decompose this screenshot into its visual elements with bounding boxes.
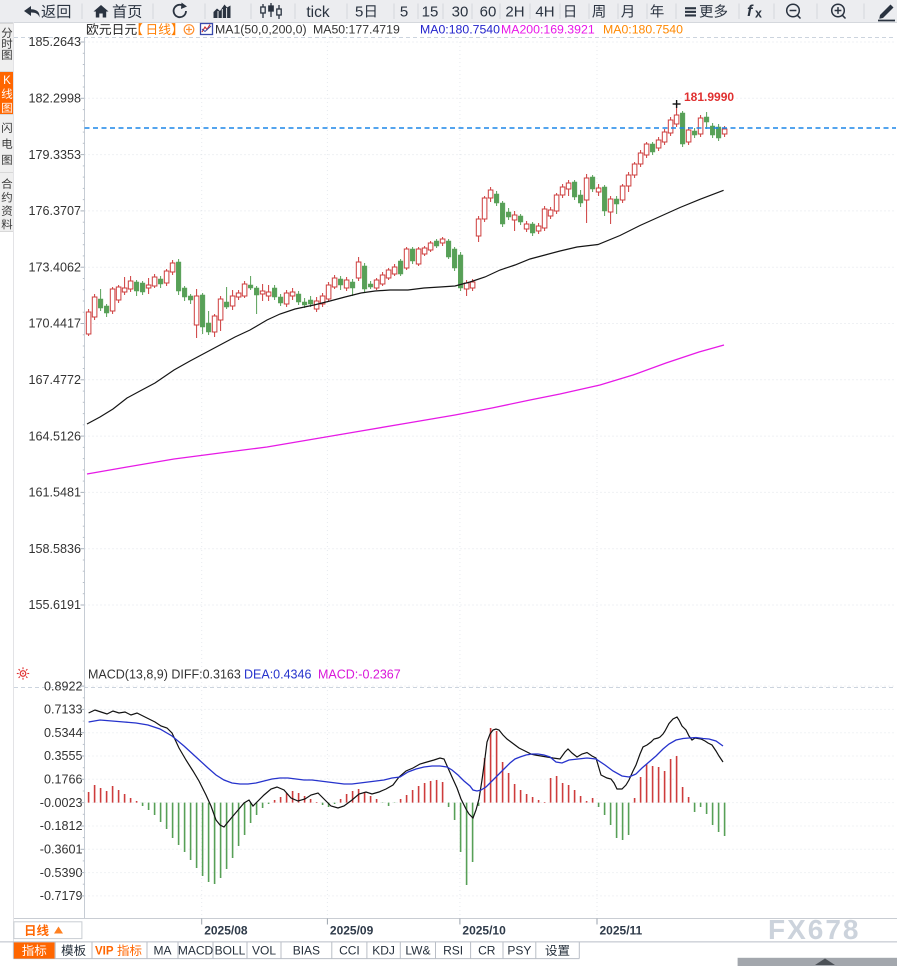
svg-text:181.9990: 181.9990 [684,90,734,104]
svg-text:4H: 4H [535,4,554,21]
svg-text:FX678: FX678 [768,914,861,945]
svg-text:0.7133: 0.7133 [44,703,83,717]
svg-text:PSY: PSY [507,944,531,958]
svg-text:182.2998: 182.2998 [28,92,81,106]
svg-text:167.4772: 167.4772 [28,373,81,387]
svg-text:MA50:177.4719: MA50:177.4719 [313,23,400,37]
svg-text:-0.7179: -0.7179 [40,889,83,903]
svg-text:tick: tick [306,4,330,21]
svg-text:MA0:180.7540: MA0:180.7540 [420,23,500,37]
svg-text:MACD:-0.2367: MACD:-0.2367 [318,668,401,682]
svg-text:173.4062: 173.4062 [28,260,81,274]
svg-text:MACD(13,8,9) DIFF:0.3163: MACD(13,8,9) DIFF:0.3163 [88,668,241,682]
svg-text:-0.3601: -0.3601 [40,843,83,857]
svg-text:BOLL: BOLL [215,944,246,958]
svg-text:179.3353: 179.3353 [28,148,81,162]
svg-text:MA200:169.3921: MA200:169.3921 [501,23,595,37]
svg-text:5: 5 [355,4,363,21]
svg-text:f: f [747,3,754,20]
svg-text:155.6191: 155.6191 [28,598,81,612]
svg-text:MA0:180.7540: MA0:180.7540 [603,23,683,37]
svg-text:0.5344: 0.5344 [44,726,83,740]
svg-text:15: 15 [422,4,439,21]
svg-text:MA: MA [154,944,172,958]
svg-text:CCI: CCI [339,944,360,958]
svg-text:164.5126: 164.5126 [28,429,81,443]
svg-text:MACD: MACD [178,944,214,958]
svg-text:161.5481: 161.5481 [28,486,81,500]
svg-text:BIAS: BIAS [293,944,320,958]
svg-text:KDJ: KDJ [372,944,395,958]
svg-text:x: x [755,7,762,21]
svg-text:0.3555: 0.3555 [44,749,83,763]
svg-text:-0.0023: -0.0023 [40,796,83,810]
svg-text:185.2643: 185.2643 [28,35,81,49]
svg-text:30: 30 [452,4,469,21]
svg-text:2025/08: 2025/08 [204,924,248,938]
svg-text:-0.1812: -0.1812 [40,819,83,833]
svg-text:K: K [3,75,11,87]
svg-text:158.5836: 158.5836 [28,542,81,556]
svg-text:DEA:0.4346: DEA:0.4346 [244,668,311,682]
svg-text:60: 60 [480,4,497,21]
svg-text:0.8922: 0.8922 [44,679,83,693]
svg-text:RSI: RSI [443,944,463,958]
svg-text:2025/09: 2025/09 [330,924,374,938]
svg-text:2025/11: 2025/11 [600,924,643,938]
svg-text:LW&: LW& [405,944,430,958]
svg-text:0.1766: 0.1766 [44,773,83,787]
svg-text:VIP: VIP [95,946,114,958]
svg-text:2H: 2H [505,4,524,21]
svg-text:5: 5 [400,4,408,21]
svg-text:VOL: VOL [252,944,276,958]
svg-text:-0.5390: -0.5390 [40,866,83,880]
svg-text:MA1(50,0,200,0): MA1(50,0,200,0) [215,23,307,37]
svg-text:176.3707: 176.3707 [28,204,81,218]
svg-text:2025/10: 2025/10 [462,924,506,938]
svg-text:170.4417: 170.4417 [28,317,81,331]
svg-text:CR: CR [478,944,496,958]
